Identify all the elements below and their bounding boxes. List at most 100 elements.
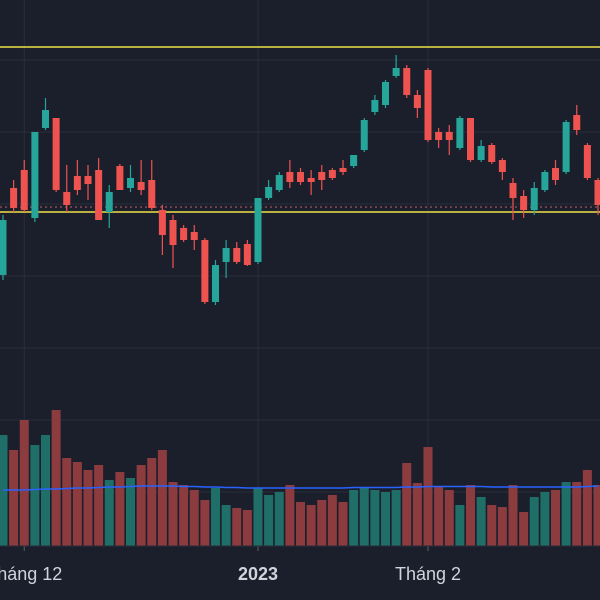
candle-body <box>31 132 39 218</box>
volume-bar <box>221 505 231 546</box>
volume-bar <box>582 470 592 546</box>
candle-body <box>456 118 464 148</box>
candle-body <box>52 118 60 190</box>
candle-body <box>95 170 103 220</box>
volume-bar <box>402 463 412 546</box>
volume-bar <box>126 478 135 546</box>
volume-bar <box>9 450 19 546</box>
volume-bar <box>327 495 337 546</box>
volume-bar <box>189 490 199 546</box>
volume-bar <box>19 420 29 546</box>
volume-bar <box>434 487 444 546</box>
volume-bar <box>338 502 348 546</box>
candle-body <box>297 172 304 182</box>
volume-bar <box>572 482 582 546</box>
candle-body <box>158 210 166 235</box>
candle-body <box>360 120 368 150</box>
candle-body <box>403 68 411 95</box>
candle-body <box>0 220 7 275</box>
x-tick-label: Tháng 12 <box>0 564 62 584</box>
candle-body <box>233 248 241 262</box>
volume-bar <box>476 497 486 546</box>
candle-body <box>520 196 528 210</box>
volume-bar <box>551 490 560 546</box>
volume-bar <box>508 485 518 546</box>
candle-body <box>573 115 581 130</box>
volume-bar <box>211 488 220 546</box>
candle-body <box>254 198 262 262</box>
volume-bar <box>529 497 539 546</box>
volume-bar <box>359 488 369 546</box>
candle-body <box>552 168 559 180</box>
volume-bar <box>317 500 327 546</box>
candle-body <box>63 192 71 205</box>
candle-body <box>286 172 294 182</box>
volume-bar <box>497 507 507 546</box>
volume-bar <box>232 508 242 546</box>
candle-body <box>413 95 421 108</box>
candle-body <box>371 100 379 112</box>
candle-body <box>424 70 432 140</box>
volume-bar <box>466 485 475 546</box>
candle-body <box>392 68 400 76</box>
x-tick-label: 2023 <box>238 564 278 584</box>
candle-body <box>265 187 273 198</box>
candle-body <box>318 172 326 180</box>
candle-body <box>339 168 347 172</box>
volume-bar <box>200 500 210 546</box>
volume-bar <box>296 502 305 546</box>
volume-bar <box>264 495 274 546</box>
volume-bar <box>83 470 93 546</box>
volume-bar <box>412 483 422 546</box>
volume-bar <box>104 480 114 546</box>
candle-body <box>562 122 570 172</box>
candle-body <box>222 248 230 262</box>
candle-body <box>73 176 81 190</box>
candle-body <box>169 220 177 245</box>
volume-bar <box>274 492 284 546</box>
candle-body <box>148 180 156 208</box>
candle-body <box>307 178 315 182</box>
volume-bar <box>157 450 167 546</box>
volume-bar <box>147 458 157 546</box>
candle-body <box>275 175 283 190</box>
volume-bar <box>306 505 316 546</box>
candle-body <box>583 145 591 178</box>
volume-bar <box>285 485 295 546</box>
candle-body <box>137 182 145 190</box>
volume-ma-line <box>3 485 599 491</box>
candle-body <box>594 180 600 205</box>
volume-bar <box>136 465 146 546</box>
volume-bar <box>62 458 72 546</box>
candle-body <box>435 132 443 140</box>
candle-body <box>190 232 198 240</box>
volume-bar <box>370 490 380 546</box>
volume-bar <box>94 465 104 546</box>
candle-body <box>530 188 538 210</box>
candle-body <box>201 240 209 302</box>
candle-body <box>42 110 49 128</box>
candle-body <box>105 192 113 212</box>
volume-bar <box>391 490 401 546</box>
volume-bar <box>115 472 125 546</box>
volume-bar <box>423 447 433 546</box>
volume-bar <box>30 445 40 546</box>
candle-body <box>350 155 358 166</box>
candle-body <box>10 188 18 208</box>
volume-bar <box>455 505 465 546</box>
volume-bar <box>487 505 497 546</box>
volume-bar <box>540 492 550 546</box>
volume-bar <box>444 490 454 546</box>
candle-body <box>180 228 188 240</box>
candle-body <box>84 176 92 184</box>
candle-body <box>382 82 389 105</box>
candle-body <box>127 178 134 188</box>
volume-bar <box>41 435 50 546</box>
candle-body <box>477 146 485 160</box>
volume-bar <box>349 490 359 546</box>
candle-body <box>212 265 219 302</box>
volume-bar <box>593 485 600 546</box>
volume-bar <box>381 492 390 546</box>
volume-bar <box>253 488 263 546</box>
